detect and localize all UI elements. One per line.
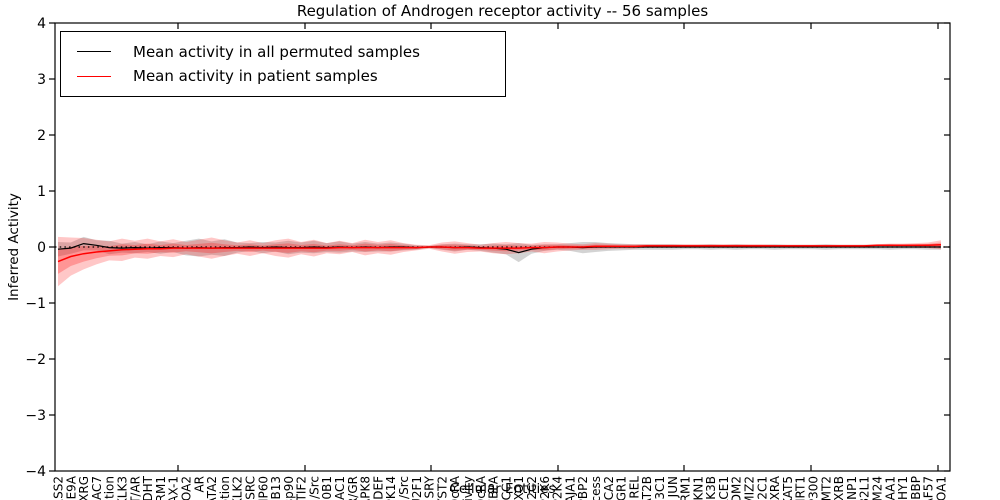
chart-title: Regulation of Androgen receptor activity… <box>296 2 709 20</box>
y-tick-label: −1 <box>25 296 46 312</box>
patient-line-swatch <box>77 75 111 77</box>
x-tick-label: EP300 <box>807 476 821 500</box>
permuted-line-swatch <box>77 51 111 53</box>
x-tick-label: NCOA2 <box>179 476 193 500</box>
y-tick-label: −4 <box>25 464 46 480</box>
x-tick-label: MAP2K6 <box>538 476 552 500</box>
x-tick-label: SRY <box>423 475 437 498</box>
x-tick-label: epidermal growth factor receptor activit… <box>461 476 475 500</box>
x-tick-label: CARM1 <box>679 476 693 500</box>
x-tick-label: T-DHT/AR/DAX-1 <box>167 476 181 500</box>
x-tick-label: HOXB13 <box>269 476 283 500</box>
x-tick-label: MDM2 <box>730 476 744 500</box>
y-tick-label: 4 <box>37 16 46 32</box>
x-tick-label: mol:9cRA <box>448 475 462 500</box>
legend-item-patient: Mean activity in patient samples <box>61 67 505 85</box>
x-tick-label: KAT2B <box>640 476 654 500</box>
x-tick-label: RXRB <box>832 476 846 500</box>
mean-line <box>57 244 942 263</box>
x-tick-label: APPBP2 <box>576 476 590 500</box>
x-tick-label: RXRA <box>768 475 782 500</box>
x-tick-label: KLK3 <box>115 476 129 500</box>
band <box>58 236 941 287</box>
x-tick-label: SRC <box>243 476 257 500</box>
legend-box: Mean activity in all permuted samples Me… <box>60 31 506 97</box>
x-tick-label: NR3C1 <box>653 476 667 500</box>
x-tick-label: RCHY1 <box>896 476 910 500</box>
x-tick-label: SENP1 <box>845 476 859 500</box>
x-tick-label: GNB2L1 <box>858 476 872 500</box>
x-tick-label: AR/GR <box>346 476 360 500</box>
legend-label: Mean activity in all permuted samples <box>133 42 420 61</box>
x-tick-label: NCOA1 <box>935 476 949 500</box>
x-tick-label: POU2F1 <box>410 476 424 500</box>
x-tick-label: SPDEF <box>371 476 385 500</box>
x-axis-label: Cellular Entities <box>449 481 556 497</box>
x-tick-label: ZMIZ2 <box>743 476 757 500</box>
x-tick-label: T-DHT/AR/RACK1/Src <box>397 476 411 500</box>
x-tick-label: CREBBP <box>909 476 923 500</box>
x-tick-label: PDE9A <box>64 475 78 500</box>
band <box>58 242 941 274</box>
x-tick-label: mol:T-DHT <box>141 475 155 500</box>
x-tick-label: proteasomal ubiquitin-dependent protein … <box>589 476 603 500</box>
x-tick-label: MAPK14 <box>384 476 398 500</box>
x-tick-label: CEBPA <box>487 475 501 500</box>
x-tick-label: cell proliferation <box>103 476 117 500</box>
x-tick-label: NR2C1 <box>755 476 769 500</box>
x-tick-label: T-DHT/AR/TIF2/CARM1 <box>154 476 168 500</box>
x-tick-label: SIRT1 <box>794 476 808 500</box>
legend-label: Mean activity in patient samples <box>133 67 378 86</box>
x-tick-label: PKN1 <box>691 476 705 500</box>
x-tick-label: SMARCE1 <box>717 476 731 500</box>
x-tick-label: SMARCC1 <box>499 476 513 500</box>
band <box>58 236 941 263</box>
x-tick-label: KLK2 <box>231 476 245 500</box>
x-tick-label: positive regulation of transcription <box>218 476 232 500</box>
x-tick-label: RXRG <box>77 476 91 500</box>
x-tick-label: SMARCA2 <box>602 476 616 500</box>
x-tick-label: HDAC7 <box>90 476 104 500</box>
x-tick-label: DNAJA1 <box>563 476 577 500</box>
x-tick-label: GATA2 <box>205 476 219 500</box>
x-tick-label: MAPK8 <box>359 476 373 500</box>
x-tick-label: HDAC1 <box>333 476 347 500</box>
x-tick-label: T-DHT/AR/TIP60 <box>256 476 270 500</box>
x-tick-label: T-DHT/AR <box>128 476 142 500</box>
y-tick-label: 1 <box>37 184 46 200</box>
x-tick-label: NR2C2 <box>525 476 539 500</box>
x-tick-label: T-DHT/AR/TIF2 <box>295 476 309 500</box>
x-tick-label: AR <box>192 476 206 493</box>
x-tick-label: KAT5 <box>781 476 795 500</box>
x-tick-label: MYST2 <box>435 476 449 500</box>
y-tick-label: 3 <box>37 72 46 88</box>
y-tick-label: −3 <box>25 408 46 424</box>
x-tick-label: NR0B1 <box>320 476 334 500</box>
legend-item-permuted: Mean activity in all permuted samples <box>61 43 505 61</box>
x-tick-label: AR/RACK1/Src <box>307 476 321 500</box>
x-tick-label: MAP2K4 <box>551 476 565 500</box>
x-tick-label: FOXO1 <box>512 476 526 500</box>
y-tick-label: 2 <box>37 128 46 144</box>
x-tick-label: GSK3B <box>704 476 718 500</box>
y-tick-label: 0 <box>37 240 46 256</box>
x-tick-label: JUN <box>666 476 680 498</box>
x-tick-label: EGR1 <box>615 476 629 500</box>
x-tick-label: TMPRSS2 <box>52 476 66 500</box>
x-tick-label: HSP90AA1 <box>883 476 897 500</box>
x-tick-label: RXRs/9cRA <box>474 475 488 500</box>
x-tick-label: T-DHT/AR/Hsp90 <box>282 476 296 500</box>
x-tick-label: TRIM24 <box>871 476 885 500</box>
x-tick-label: EHMT2 <box>819 476 833 500</box>
x-tick-label: REL <box>627 476 641 499</box>
x-tick-label: BRM/BAF57 <box>922 476 936 500</box>
y-tick-label: −2 <box>25 352 46 368</box>
